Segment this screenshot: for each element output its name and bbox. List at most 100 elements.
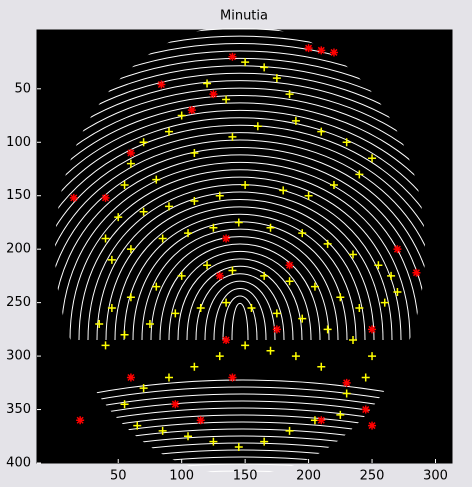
minutia-marker — [298, 314, 307, 323]
minutia-marker — [323, 239, 332, 248]
minutia-marker — [187, 106, 196, 115]
minutia-marker — [69, 193, 78, 202]
minutia-marker — [215, 352, 224, 361]
minutia-marker — [164, 373, 173, 382]
ridge — [55, 28, 425, 341]
minutia-marker — [323, 325, 332, 334]
ridge — [159, 243, 321, 341]
minutia-marker — [126, 159, 135, 168]
minutia-marker — [342, 138, 351, 147]
minutia-marker — [317, 362, 326, 371]
ridge — [59, 379, 425, 401]
ridge — [55, 139, 425, 341]
minutia-marker — [126, 293, 135, 302]
ridge — [55, 87, 425, 341]
minutia-marker — [368, 325, 377, 334]
minutia-marker — [120, 181, 129, 190]
minutia-marker — [317, 127, 326, 136]
ridge — [150, 236, 330, 341]
ridge — [55, 43, 425, 341]
ridge — [59, 470, 425, 475]
ridge — [204, 280, 276, 341]
minutia-marker — [209, 90, 218, 99]
minutia-marker — [126, 245, 135, 254]
minutia-marker — [355, 170, 364, 179]
minutia-marker — [361, 405, 370, 414]
minutia-marker — [368, 421, 377, 430]
minutia-marker — [285, 261, 294, 270]
minutia-marker — [412, 268, 421, 277]
minutia-marker — [272, 74, 281, 83]
minutia-marker — [266, 346, 275, 355]
x-tick-label: 300 — [423, 469, 448, 484]
ridge — [141, 228, 339, 341]
minutia-marker — [228, 132, 237, 141]
minutia-marker — [342, 389, 351, 398]
minutia-marker — [342, 378, 351, 387]
ridge — [186, 265, 294, 341]
y-tick-label: 200 — [6, 242, 31, 257]
ridge — [177, 258, 303, 341]
minutia-marker — [285, 277, 294, 286]
minutia-marker — [329, 181, 338, 190]
minutia-marker — [126, 373, 135, 382]
ridge — [123, 213, 357, 341]
minutia-marker — [298, 229, 307, 238]
minutia-marker — [279, 186, 288, 195]
minutia-marker — [361, 373, 370, 382]
minutia-marker — [164, 202, 173, 211]
minutia-marker — [196, 416, 205, 425]
x-tick-label: 200 — [296, 469, 321, 484]
minutia-marker — [171, 400, 180, 409]
ridge — [114, 206, 366, 341]
minutia-marker — [368, 154, 377, 163]
minutia-marker — [317, 46, 326, 55]
minutia-marker — [317, 416, 326, 425]
minutia-marker — [196, 303, 205, 312]
ridge — [69, 169, 411, 341]
minutia-marker — [228, 52, 237, 61]
minutia-marker — [157, 80, 166, 89]
minutia-marker — [177, 111, 186, 120]
minutia-marker — [329, 48, 338, 57]
y-tick-label: 50 — [14, 81, 31, 96]
minutia-marker — [95, 320, 104, 329]
minutia-marker — [222, 95, 231, 104]
minutia-marker — [234, 442, 243, 451]
minutia-marker — [190, 148, 199, 157]
minutia-marker — [368, 352, 377, 361]
minutia-marker — [393, 287, 402, 296]
minutia-marker — [241, 341, 250, 350]
minutia-marker — [260, 271, 269, 280]
ridge — [96, 191, 384, 341]
minutia-marker — [164, 127, 173, 136]
minutia-marker — [260, 63, 269, 72]
minutia-marker — [145, 320, 154, 329]
minutia-marker — [76, 416, 85, 425]
ridge — [55, 58, 425, 341]
minutia-marker — [260, 437, 269, 446]
minutia-marker — [158, 426, 167, 435]
minutia-marker — [253, 122, 262, 131]
minutia-marker — [291, 352, 300, 361]
ridge — [55, 154, 425, 341]
minutia-marker — [184, 229, 193, 238]
ridge — [55, 95, 425, 341]
ridge — [55, 50, 425, 341]
y-tick-label: 150 — [6, 188, 31, 203]
minutia-marker — [241, 181, 250, 190]
minutia-marker — [203, 79, 212, 88]
minutia-marker — [285, 90, 294, 99]
minutia-marker — [387, 271, 396, 280]
y-tick-label: 400 — [6, 456, 31, 471]
minutia-marker — [133, 421, 142, 430]
minutia-marker — [101, 341, 110, 350]
minutia-marker — [184, 432, 193, 441]
minutia-marker — [234, 218, 243, 227]
minutia-marker — [349, 336, 358, 345]
minutia-marker — [272, 309, 281, 318]
minutia-marker — [272, 325, 281, 334]
ridge — [78, 176, 402, 341]
minutia-marker — [228, 373, 237, 382]
minutia-marker — [285, 426, 294, 435]
